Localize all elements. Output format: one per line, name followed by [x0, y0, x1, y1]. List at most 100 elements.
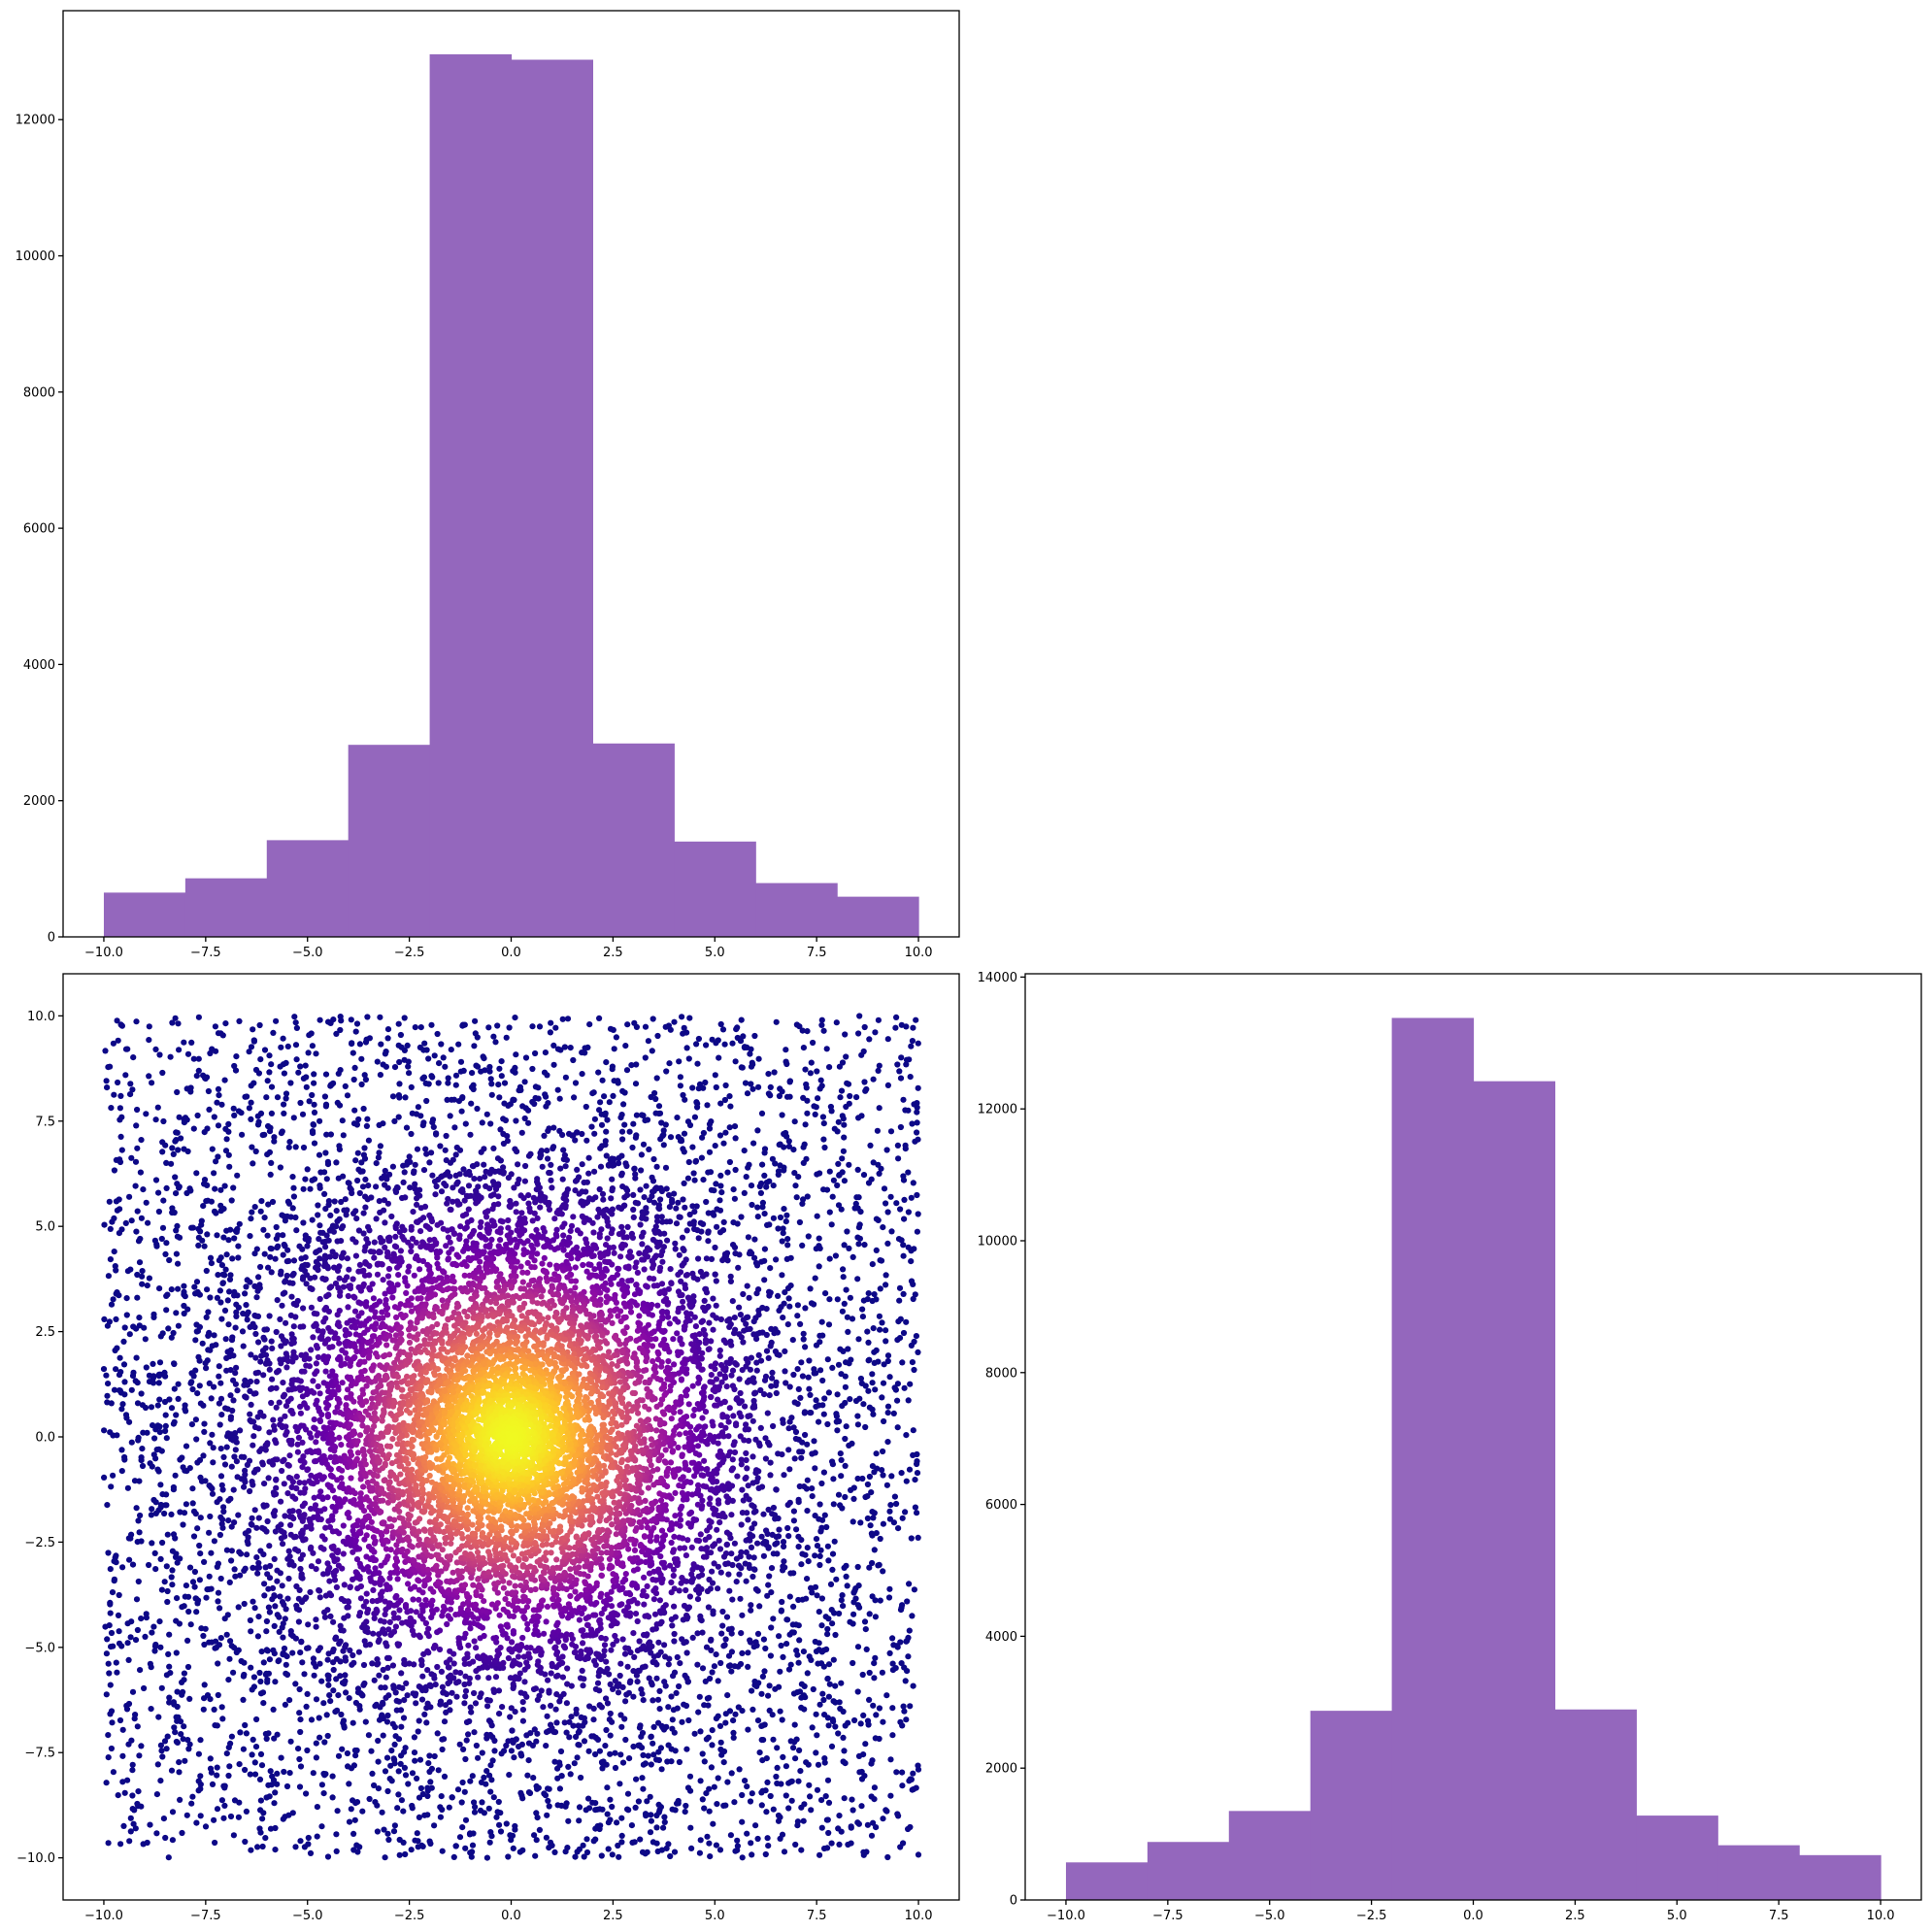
scatter-point	[592, 1685, 600, 1692]
scatter-point	[324, 1656, 331, 1663]
scatter-point	[890, 1410, 897, 1416]
scatter-point	[884, 1036, 891, 1043]
scatter-point	[124, 1046, 131, 1052]
scatter-point	[532, 1685, 540, 1692]
scatter-point	[837, 1705, 844, 1713]
scatter-point	[630, 1743, 637, 1750]
scatter-point	[658, 1214, 665, 1220]
scatter-point	[694, 1060, 701, 1067]
scatter-point	[637, 1221, 644, 1228]
scatter-point	[283, 1661, 289, 1668]
scatter-point	[163, 1435, 170, 1442]
scatter-point	[135, 1578, 142, 1585]
scatter-point	[834, 1427, 841, 1434]
scatter-point	[310, 1655, 316, 1662]
scatter-point	[767, 1343, 774, 1349]
scatter-point	[251, 1250, 258, 1257]
scatter-point	[750, 1509, 758, 1516]
scatter-point	[411, 1749, 418, 1756]
scatter-point	[172, 1535, 179, 1542]
scatter-point	[816, 1263, 822, 1270]
scatter-point	[746, 1437, 752, 1445]
scatter-point	[417, 1113, 424, 1119]
scatter-point	[461, 1788, 468, 1795]
scatter-point	[209, 1781, 217, 1787]
scatter-point	[181, 1510, 188, 1516]
scatter-point	[614, 1819, 620, 1826]
scatter-point	[800, 1159, 807, 1166]
scatter-point	[396, 1836, 403, 1844]
scatter-point	[110, 1643, 117, 1649]
scatter-point	[395, 1020, 402, 1027]
scatter-point	[354, 1177, 361, 1184]
scatter-point	[513, 1736, 519, 1743]
y-tick-label: 0	[48, 931, 55, 946]
scatter-point	[128, 1439, 135, 1446]
scatter-point	[646, 1197, 653, 1204]
scatter-point	[269, 1376, 276, 1382]
scatter-point	[462, 1120, 469, 1127]
scatter-point	[273, 1440, 280, 1447]
scatter-point	[150, 1360, 156, 1367]
scatter-point	[424, 1812, 431, 1818]
scatter-point	[326, 1578, 333, 1584]
scatter-point	[274, 1578, 281, 1584]
scatter-point	[836, 1172, 843, 1179]
scatter-point	[870, 1819, 877, 1826]
scatter-point	[651, 1089, 658, 1097]
scatter-point	[153, 1830, 160, 1837]
scatter-point	[647, 1793, 653, 1800]
scatter-point	[772, 1541, 779, 1548]
scatter-point	[162, 1427, 169, 1435]
scatter-point	[650, 1178, 657, 1184]
scatter-point	[127, 1815, 134, 1821]
scatter-point	[261, 1047, 269, 1053]
scatter-point	[544, 1148, 550, 1154]
scatter-point	[309, 1216, 316, 1223]
scatter-point	[644, 1798, 650, 1805]
scatter-point	[119, 1726, 126, 1733]
scatter-point	[217, 1635, 224, 1642]
scatter-point	[187, 1088, 194, 1095]
scatter-point	[604, 1811, 611, 1817]
scatter-point	[316, 1660, 323, 1667]
scatter-point	[250, 1026, 256, 1033]
scatter-point	[342, 1654, 349, 1661]
scatter-point	[494, 1022, 501, 1029]
scatter-point	[837, 1502, 844, 1509]
scatter-point	[866, 1696, 873, 1703]
scatter-point	[580, 1202, 586, 1209]
scatter-point	[408, 1083, 415, 1090]
x-tick-label: 0.0	[501, 946, 521, 960]
scatter-point	[182, 1757, 188, 1764]
scatter-point	[816, 1561, 823, 1569]
scatter-point	[765, 1582, 772, 1588]
scatter-point	[362, 1176, 369, 1183]
scatter-point	[726, 1323, 733, 1330]
scatter-point	[750, 1140, 757, 1147]
scatter-point	[311, 1101, 317, 1108]
scatter-point	[679, 1234, 686, 1241]
scatter-point	[180, 1521, 186, 1528]
scatter-point	[750, 1318, 757, 1325]
scatter-point	[813, 1397, 819, 1404]
scatter-point	[362, 1039, 370, 1046]
scatter-point	[235, 1604, 242, 1611]
scatter-point	[157, 1742, 164, 1749]
scatter-point	[729, 1596, 736, 1603]
scatter-point	[821, 1845, 828, 1852]
scatter-point	[773, 1382, 780, 1389]
scatter-point	[596, 1702, 603, 1709]
scatter-point	[776, 1142, 783, 1149]
scatter-point	[715, 1678, 721, 1684]
scatter-point	[846, 1442, 852, 1449]
scatter-point	[843, 1573, 849, 1580]
scatter-point	[653, 1756, 660, 1763]
scatter-point	[158, 1748, 165, 1754]
scatter-point	[309, 1043, 316, 1049]
scatter-point	[792, 1755, 799, 1762]
scatter-point	[412, 1181, 418, 1187]
scatter-point	[806, 1653, 813, 1660]
scatter-point	[396, 1058, 403, 1066]
scatter-point	[782, 1289, 788, 1296]
